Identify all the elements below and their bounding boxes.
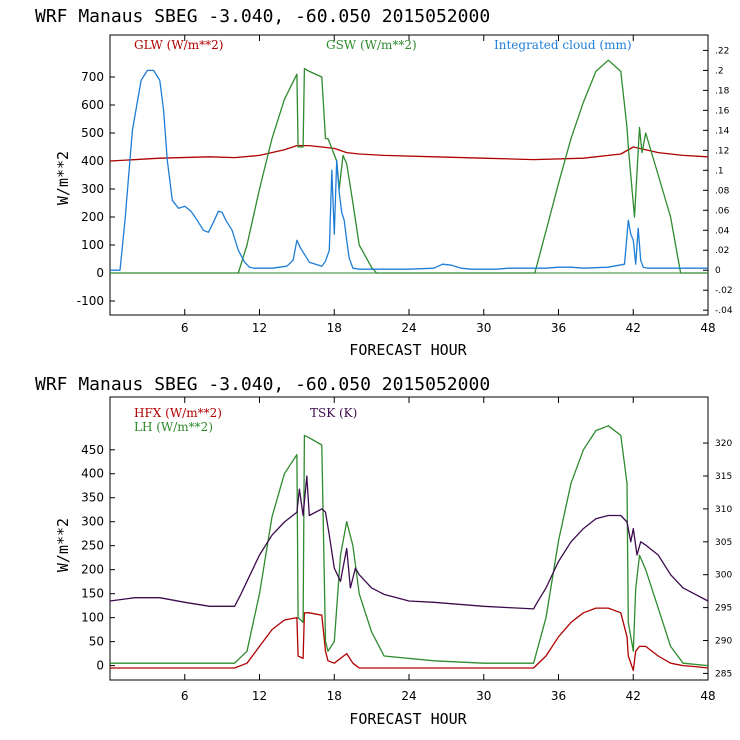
legend-lh: LH (W/m**2) — [134, 420, 213, 434]
top-y2-tick-label: 0 — [715, 266, 721, 276]
top-y-tick-label: 100 — [81, 238, 104, 252]
top-x-tick-label: 48 — [700, 321, 715, 335]
top-y-axis-label: W/m**2 — [54, 151, 72, 205]
top-y2-tick-label: .18 — [715, 86, 730, 96]
bottom-y-tick-label: 450 — [81, 443, 104, 457]
bottom-x-tick-label: 36 — [551, 689, 566, 703]
top-series-glw-w-m-2 — [109, 144, 709, 162]
top-x-tick-label: 42 — [626, 321, 641, 335]
legend-glw: GLW (W/m**2) — [134, 38, 223, 52]
top-x-tick-label: 30 — [476, 321, 491, 335]
top-y-tick-label: 300 — [81, 182, 104, 196]
bottom-x-tick-label: 48 — [700, 689, 715, 703]
bottom-series-lh-w-m-2 — [110, 425, 709, 667]
bottom-y-tick-label: 0 — [96, 659, 104, 673]
top-y2-tick-label: .16 — [715, 106, 730, 116]
bottom-x-tick-label: 12 — [252, 689, 267, 703]
top-x-tick-label: 6 — [181, 321, 189, 335]
bottom-x-tick-label: 42 — [626, 689, 641, 703]
bottom-chart-title: WRF Manaus SBEG -3.040, -60.050 20150520… — [35, 374, 490, 395]
bottom-series — [109, 425, 709, 672]
bottom-y2-tick-label: 300 — [715, 571, 732, 581]
top-series-integrated-cloud-mm — [110, 69, 708, 271]
top-y2-tick-label: .02 — [715, 246, 729, 256]
top-y2-tick-label: .1 — [715, 166, 724, 176]
bottom-series-hfx-w-m-2 — [110, 607, 709, 672]
bottom-y-tick-label: 250 — [81, 539, 104, 553]
top-y-tick-label: -100 — [77, 294, 104, 308]
top-y2-tick-label: -.02 — [715, 286, 733, 296]
bottom-y-tick-label: 200 — [81, 563, 104, 577]
bottom-y2-tick-label: 285 — [715, 669, 732, 679]
top-x-tick-label: 24 — [401, 321, 416, 335]
top-y2-tick-label: .06 — [715, 206, 730, 216]
top-ticks: 6 12 18 24 30 36 42 48 -100 0 100 200 300 400 500 600 70… — [77, 35, 733, 335]
top-y2-tick-label: .2 — [715, 66, 724, 76]
top-y2-tick-label: .04 — [715, 226, 730, 236]
top-y2-tick-label: .12 — [715, 146, 729, 156]
bottom-y2-tick-label: 295 — [715, 604, 732, 614]
top-chart-title: WRF Manaus SBEG -3.040, -60.050 20150520… — [35, 6, 490, 27]
top-series-gsw-w-m-2 — [110, 59, 708, 274]
top-y-tick-label: 400 — [81, 154, 104, 168]
top-x-tick-label: 18 — [327, 321, 342, 335]
bottom-y-tick-label: 400 — [81, 467, 104, 481]
bottom-ticks: 6 12 18 24 30 36 42 48 0 50 100 150 200 250 300 350 400 4… — [81, 397, 732, 703]
top-y-tick-label: 0 — [96, 266, 104, 280]
bottom-y-tick-label: 50 — [89, 635, 104, 649]
top-y2-tick-label: -.04 — [715, 306, 733, 316]
top-y2-tick-label: .22 — [715, 46, 729, 56]
bottom-x-tick-label: 30 — [476, 689, 491, 703]
top-y-tick-label: 600 — [81, 98, 104, 112]
top-y-tick-label: 700 — [81, 70, 104, 84]
top-y2-tick-label: .08 — [715, 186, 730, 196]
bottom-y2-tick-label: 315 — [715, 472, 732, 482]
bottom-y2-tick-label: 310 — [715, 505, 732, 515]
legend-gsw: GSW (W/m**2) — [326, 38, 417, 52]
bottom-y-tick-label: 150 — [81, 587, 104, 601]
bottom-y2-tick-label: 320 — [715, 439, 732, 449]
bottom-x-tick-label: 6 — [181, 689, 189, 703]
bottom-y2-tick-label: 290 — [715, 637, 732, 647]
legend-hfx: HFX (W/m**2) — [134, 406, 222, 420]
bottom-y-tick-label: 350 — [81, 491, 104, 505]
top-x-tick-label: 12 — [252, 321, 267, 335]
legend-tsk: TSK (K) — [310, 406, 357, 420]
legend-integrated-cloud: Integrated cloud (mm) — [494, 38, 632, 52]
bottom-y-tick-label: 300 — [81, 515, 104, 529]
top-y2-tick-label: .14 — [715, 126, 730, 136]
top-y-tick-label: 200 — [81, 210, 104, 224]
bottom-y2-tick-label: 305 — [715, 538, 732, 548]
bottom-plot-frame — [109, 396, 709, 681]
bottom-x-tick-label: 18 — [327, 689, 342, 703]
bottom-y-axis-label: W/m**2 — [54, 518, 72, 572]
top-x-axis-label: FORECAST HOUR — [349, 341, 467, 359]
bottom-series-tsk-k — [109, 475, 709, 610]
bottom-x-axis-label: FORECAST HOUR — [349, 710, 467, 728]
top-x-tick-label: 36 — [551, 321, 566, 335]
top-y-tick-label: 500 — [81, 126, 104, 140]
top-chart: WRF Manaus SBEG -3.040, -60.050 20150520… — [35, 6, 733, 359]
bottom-y-tick-label: 100 — [81, 611, 104, 625]
top-series — [109, 59, 709, 274]
bottom-x-tick-label: 24 — [401, 689, 416, 703]
bottom-chart: WRF Manaus SBEG -3.040, -60.050 20150520… — [35, 374, 732, 728]
